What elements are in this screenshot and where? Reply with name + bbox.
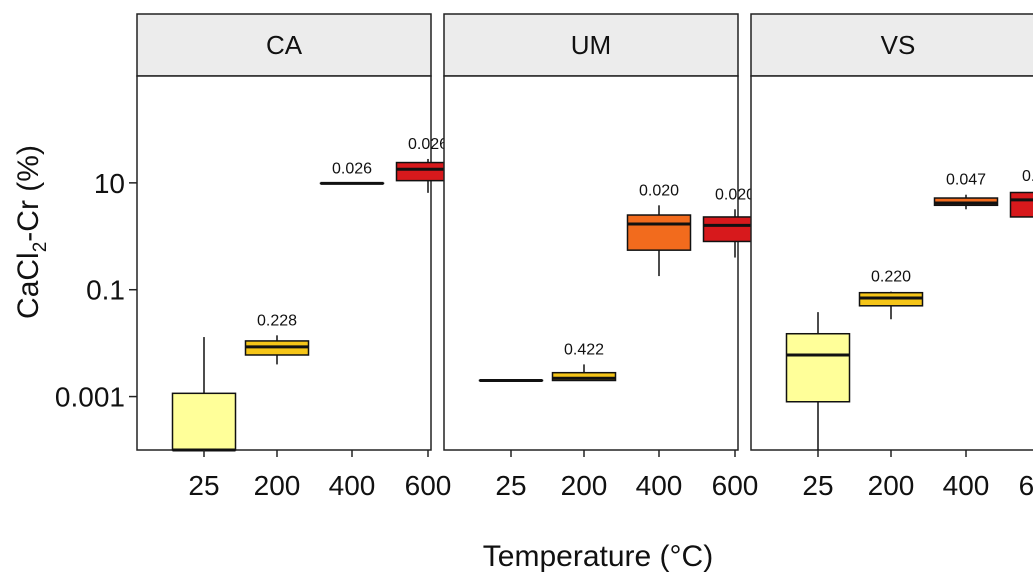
facet-strip [136,13,432,77]
box-annotation: 0.020 [715,186,755,203]
box-annotation: 0.047 [946,172,986,189]
box-annotation: 0.220 [871,269,911,286]
box-annotation: 0.026 [408,136,448,153]
box-25 [785,312,851,450]
box-200: 0.220 [858,269,924,320]
y-axis-title: CaCl2-Cr (%) [12,145,51,319]
x-tick-label: 600 [712,470,759,501]
x-tick-label: 400 [636,470,683,501]
box-annotation: 0.228 [257,312,297,329]
x-tick-label: 200 [868,470,915,501]
x-tick-label: 600 [405,470,452,501]
box-rect [1009,191,1033,218]
box-rect [551,371,617,382]
facet-strip [750,13,1033,77]
y-axis-title-rest: -Cr (%) [12,145,45,242]
x-tick-label: 25 [802,470,833,501]
facet-strip-label: VS [881,30,916,60]
box-200: 0.422 [551,341,617,382]
x-tick-label: 200 [254,470,301,501]
x-tick-label: 200 [561,470,608,501]
box-400: 0.047 [933,172,999,210]
x-tick-label: 400 [943,470,990,501]
x-tick-label: 25 [188,470,219,501]
panel-frame [136,75,432,451]
y-axis-title-sub: 2 [30,242,51,253]
box-rect [171,392,237,451]
box-annotation: 0.047 [1022,168,1033,185]
panel-vs: VS 25 0.220 200 0.047 400 0.047 600 [750,13,1033,501]
y-tick-label: 10 [94,168,125,199]
box-400: 0.020 [626,182,692,277]
facet-strip-label: CA [266,30,303,60]
box-200: 0.228 [244,312,310,365]
box-rect [626,214,692,251]
box-400: 0.026 [319,160,385,185]
y-axis-title-main: CaCl [12,252,45,319]
facet-strip-label: UM [571,30,611,60]
x-tick-label: 400 [329,470,376,501]
y-tick-label: 0.001 [55,382,125,413]
x-tick-label: 600 [1019,470,1033,501]
panels-layer: CA 25 0.228 200 0.026 400 0.026 600 UM 25 0.422 200… [136,13,1033,501]
box-rect [785,332,851,403]
y-axis: 0.001 0.1 10 [55,168,137,413]
box-600: 0.047 [1009,168,1033,218]
box-annotation: 0.026 [332,160,372,177]
x-tick-label: 25 [495,470,526,501]
panel-um: UM 25 0.422 200 0.020 400 0.020 600 [443,13,768,501]
panel-frame [443,75,739,451]
x-axis-title: Temperature (°C) [483,540,713,573]
y-tick-label: 0.1 [86,275,125,306]
panel-ca: CA 25 0.228 200 0.026 400 0.026 600 [136,13,461,501]
box-annotation: 0.020 [639,182,679,199]
box-annotation: 0.422 [564,341,604,358]
